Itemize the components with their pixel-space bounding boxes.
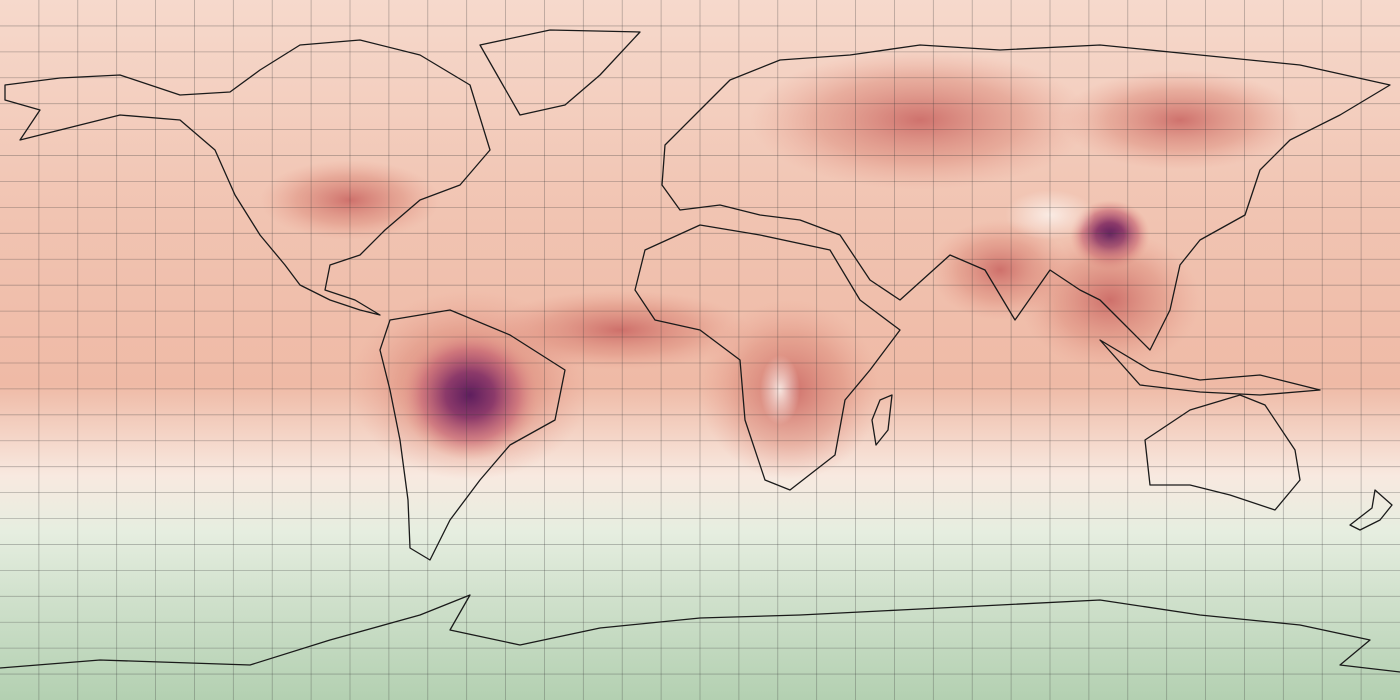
heat-blob [400,330,540,460]
coastlines [0,29,1400,673]
south-america [379,309,566,561]
eurasia [661,44,1391,351]
heat-blob [1005,190,1095,240]
africa [634,224,901,491]
heat-blob [760,355,800,425]
madagascar [871,394,893,446]
heat-blob [750,50,1090,190]
antarctica [0,594,1400,673]
australia [1144,394,1301,511]
heat-blob [1060,70,1300,170]
heat-blob [490,290,750,370]
greenland [479,29,641,116]
north-america [4,39,491,316]
new-zealand [1349,489,1393,531]
heat-field [260,50,1300,480]
heat-blob [930,220,1070,320]
indonesia [1099,339,1321,396]
heat-blob [260,160,440,240]
